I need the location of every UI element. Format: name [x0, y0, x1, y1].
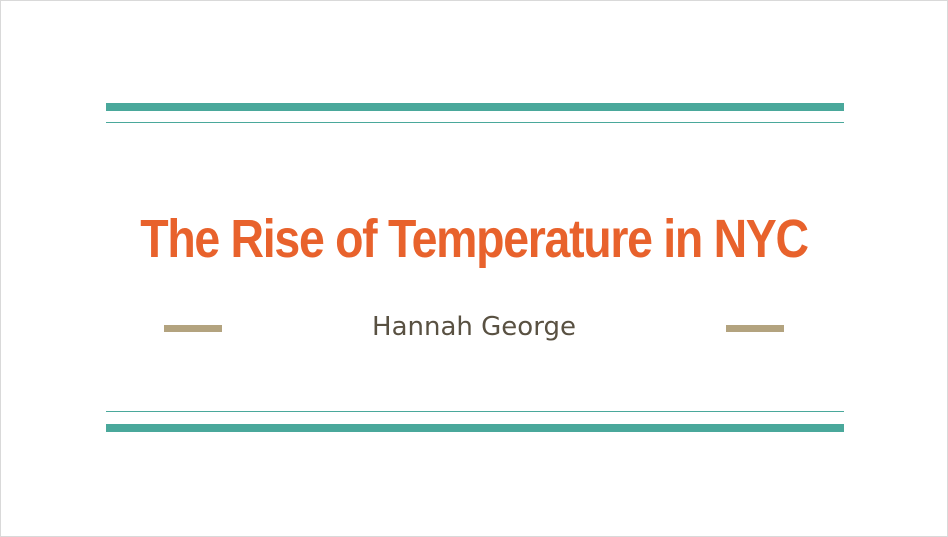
left-accent-dash [164, 325, 222, 332]
slide-title: The Rise of Temperature in NYC [140, 209, 809, 269]
bottom-thin-rule [106, 411, 844, 412]
right-accent-dash [726, 325, 784, 332]
bottom-thick-rule [106, 424, 844, 432]
slide-subtitle: Hannah George [372, 312, 576, 342]
top-thick-rule [106, 103, 844, 111]
top-thin-rule [106, 122, 844, 123]
